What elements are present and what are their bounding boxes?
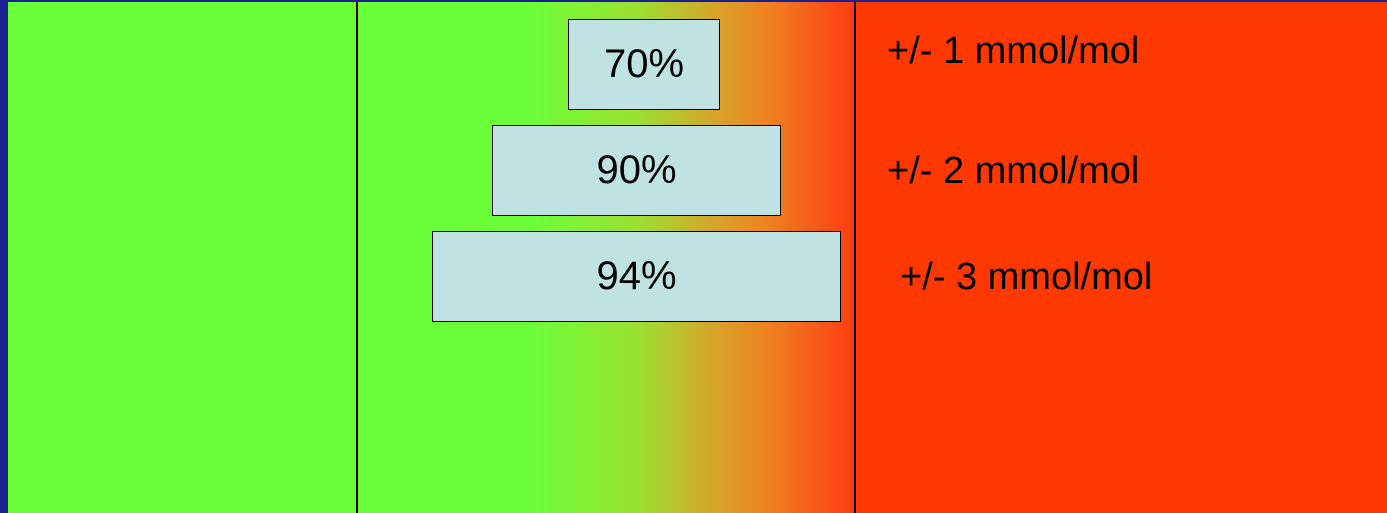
right-divider [854, 2, 856, 513]
percent-label: 94% [596, 254, 677, 298]
percent-box-70: 70% [568, 19, 720, 110]
red-zone-panel [855, 2, 1387, 513]
left-divider [356, 2, 358, 513]
tolerance-label-2: +/- 2 mmol/mol [887, 150, 1140, 192]
percent-label: 70% [603, 42, 685, 86]
tolerance-label-1: +/- 1 mmol/mol [887, 30, 1140, 72]
percent-label: 90% [596, 148, 677, 192]
green-zone-panel [8, 2, 358, 513]
percent-box-94: 94% [432, 231, 841, 322]
percent-box-90: 90% [492, 125, 781, 216]
tolerance-label-3: +/- 3 mmol/mol [900, 256, 1153, 298]
